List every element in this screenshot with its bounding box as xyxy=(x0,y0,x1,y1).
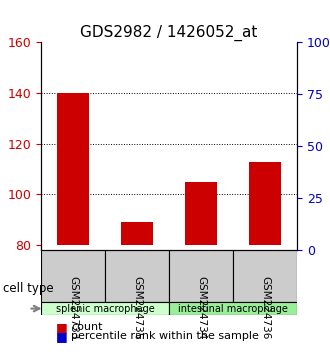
Text: cell type: cell type xyxy=(3,282,54,295)
FancyBboxPatch shape xyxy=(105,250,169,302)
Text: GSM224735: GSM224735 xyxy=(132,276,142,339)
FancyBboxPatch shape xyxy=(169,302,297,315)
FancyBboxPatch shape xyxy=(41,250,105,302)
Text: intestinal macrophage: intestinal macrophage xyxy=(178,304,288,314)
Bar xyxy=(185,182,217,245)
Text: count: count xyxy=(71,322,102,332)
Title: GDS2982 / 1426052_at: GDS2982 / 1426052_at xyxy=(81,25,258,41)
Text: ■: ■ xyxy=(56,321,68,334)
FancyBboxPatch shape xyxy=(169,250,233,302)
Bar xyxy=(57,93,89,245)
Bar xyxy=(249,161,281,245)
Text: GSM224736: GSM224736 xyxy=(260,276,270,339)
FancyBboxPatch shape xyxy=(233,250,297,302)
Text: percentile rank within the sample: percentile rank within the sample xyxy=(71,331,259,341)
Bar xyxy=(121,222,153,245)
Text: splenic macrophage: splenic macrophage xyxy=(56,304,154,314)
FancyBboxPatch shape xyxy=(41,302,169,315)
Text: ■: ■ xyxy=(56,330,68,343)
Text: GSM224733: GSM224733 xyxy=(68,276,78,339)
Text: GSM224734: GSM224734 xyxy=(196,276,206,339)
